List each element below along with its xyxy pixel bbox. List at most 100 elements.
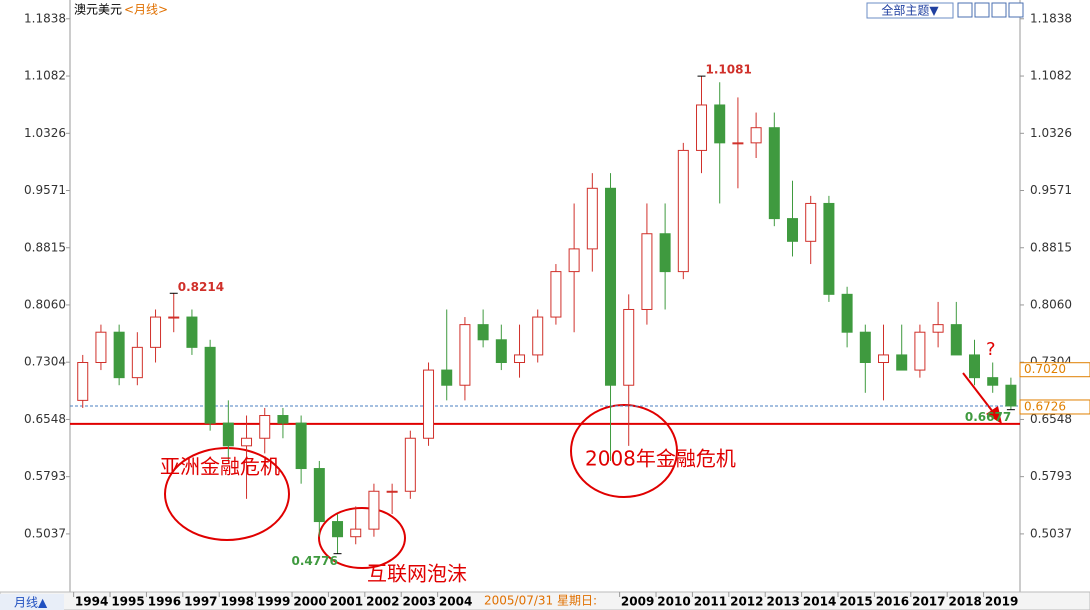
x-tick-label: 2018 (948, 595, 981, 609)
y-tick-label: 1.1838 (24, 11, 66, 25)
candle-body (896, 354, 908, 371)
icon[interactable] (957, 2, 973, 18)
candle-body (477, 324, 489, 341)
icon[interactable] (1008, 2, 1024, 18)
candle-body (969, 354, 981, 379)
price-tag (1019, 362, 1090, 378)
x-tick-label: 1994 (75, 595, 108, 609)
theme-button[interactable] (866, 2, 954, 19)
candle-body (768, 127, 780, 220)
x-tick-label: 2003 (403, 595, 436, 609)
annotation: 亚洲金融危机 (160, 455, 280, 479)
candle-body (386, 490, 398, 493)
candle-body (186, 316, 198, 348)
y-tick-label: 0.8815 (1030, 240, 1072, 254)
annotation: 互联网泡沫 (367, 562, 467, 586)
cursor-label: 2005/07/31 星期日: (484, 594, 597, 608)
y-tick-label: 0.9571 (24, 183, 66, 197)
period-button-text[interactable]: 月线▲ (14, 596, 48, 610)
theme-button-text[interactable]: 全部主题▼ (881, 3, 939, 18)
toolbar-icons[interactable] (957, 2, 1024, 18)
y-tick-label: 1.1082 (24, 69, 66, 83)
y-tick-label: 0.8815 (24, 240, 66, 254)
candle-body (859, 331, 871, 364)
candle-body (732, 142, 744, 145)
candle-body (659, 233, 671, 273)
candle-body (77, 362, 89, 401)
y-tick-label: 1.1838 (1030, 11, 1072, 25)
y-tick-label: 0.6548 (1030, 412, 1072, 426)
circle (318, 507, 406, 569)
candle-body (350, 528, 362, 538)
x-tick-label: 2010 (657, 595, 690, 609)
icon[interactable] (974, 2, 990, 18)
extreme-label: 0.8214 (178, 280, 224, 294)
x-tick-label: 1996 (148, 595, 181, 609)
x-tick-label: 2014 (803, 595, 836, 609)
y-tick-label: 0.8060 (1030, 297, 1072, 311)
y-tick-label: 1.0326 (1030, 126, 1072, 140)
candle-body (459, 324, 471, 386)
candle-body (95, 331, 107, 364)
x-tick-label: 2015 (839, 595, 872, 609)
x-tick-label: 2002 (366, 595, 399, 609)
y-tick-label: 1.1082 (1030, 69, 1072, 83)
candle-body (404, 437, 416, 492)
x-tick-label: 2012 (730, 595, 763, 609)
icon[interactable] (991, 2, 1007, 18)
candle-body (150, 316, 162, 348)
y-tick-label: 0.9571 (1030, 183, 1072, 197)
candle-body (623, 308, 635, 386)
candle-body (605, 187, 617, 386)
candle-body (204, 346, 216, 424)
x-tick-label: 1997 (184, 595, 217, 609)
x-tick-label: 1998 (221, 595, 254, 609)
candle-body (550, 271, 562, 318)
y-tick-label: 0.8060 (24, 297, 66, 311)
y-tick-label: 0.5793 (1030, 469, 1072, 483)
candle-body (641, 233, 653, 310)
candle-body (441, 369, 453, 386)
chart-title: 澳元美元 (74, 3, 122, 17)
candle-body (677, 149, 689, 273)
extreme-label: 1.1081 (706, 63, 752, 77)
candle-body (222, 422, 234, 447)
arrow-head (986, 406, 1002, 424)
y-tick-label: 0.5793 (24, 469, 66, 483)
candle-body (368, 490, 380, 530)
candle-body (586, 187, 598, 250)
x-tick-label: 2016 (876, 595, 909, 609)
candle-body (750, 127, 762, 144)
candle-body (987, 377, 999, 386)
x-tick-label: 2017 (912, 595, 945, 609)
y-tick-label: 1.0326 (24, 126, 66, 140)
candle-body (532, 316, 544, 356)
x-tick-label: 1999 (257, 595, 290, 609)
candle-body (295, 422, 307, 470)
candle-body (113, 331, 125, 379)
candle-body (495, 339, 507, 364)
circle (164, 447, 290, 541)
x-tick-label: 2009 (621, 595, 654, 609)
x-tick-label: 1995 (111, 595, 144, 609)
candle-body (131, 346, 143, 379)
candle-body (313, 468, 325, 523)
annotation: 2008年金融危机 (585, 447, 736, 471)
annotation: ? (986, 339, 996, 360)
candle-body (332, 521, 344, 538)
candle-body (823, 202, 835, 295)
extreme-label: 0.4776 (292, 554, 338, 568)
candle-body (714, 104, 726, 144)
period-button[interactable] (0, 594, 64, 610)
x-tick-label: 2004 (439, 595, 472, 609)
candle-body (259, 415, 271, 439)
candle-body (878, 354, 890, 364)
x-tick-label: 2013 (767, 595, 800, 609)
x-tick-label: 2019 (985, 595, 1018, 609)
candle-body (932, 324, 944, 333)
candle-body (423, 369, 435, 439)
candle-body (696, 104, 708, 151)
x-tick-label: 2000 (293, 595, 326, 609)
extreme-label: 0.6677 (965, 410, 1011, 424)
